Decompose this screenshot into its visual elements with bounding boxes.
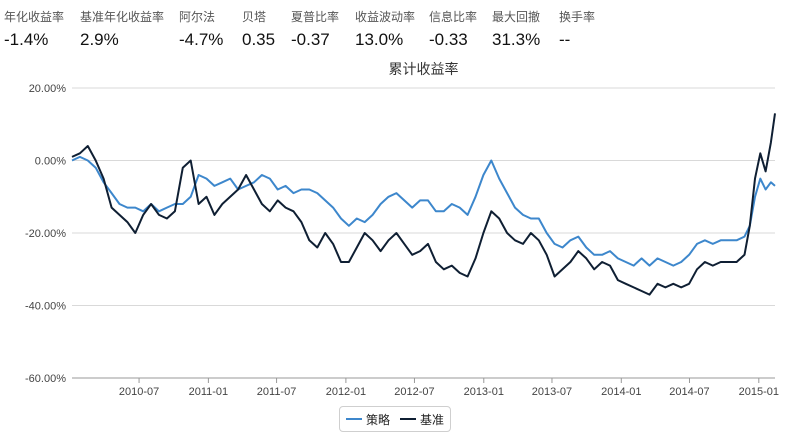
stat-label: 年化收益率 [4,10,65,24]
stat-label: 阿尔法 [179,10,216,24]
x-tick-label: 2013-01 [464,386,504,398]
stat-benchmark-annual-return: 基准年化收益率 2.9% [80,8,164,50]
x-tick-label: 2014-01 [601,386,641,398]
stat-value: 0.35 [242,30,276,49]
legend-swatch-strategy [345,418,362,420]
stat-annual-return: 年化收益率 -1.4% [4,8,64,50]
stat-label: 最大回撤 [492,10,541,24]
x-tick-label: 2013-07 [532,386,572,398]
x-tick-label: 2011-01 [189,386,229,398]
x-tick-label: 2012-07 [394,386,434,398]
y-tick-label: -60.00% [25,373,66,385]
stat-max-drawdown: 最大回撤 31.3% [492,8,540,50]
y-tick-label: -40.00% [25,301,66,313]
stat-label: 换手率 [559,10,596,24]
legend-label-strategy: 策略 [365,412,390,427]
stat-value: 13.0% [355,30,404,49]
legend-label-benchmark: 基准 [420,412,445,427]
legend-item-benchmark[interactable]: 基准 [400,411,444,428]
stat-alpha: 阿尔法 -4.7% [179,8,223,50]
series-line-strategy [71,155,776,267]
x-tick-label: 2011-07 [257,386,297,398]
stat-value: -0.33 [429,30,468,49]
stat-value: -4.7% [179,30,224,49]
stat-label: 信息比率 [429,10,478,24]
stat-value: 31.3% [492,30,541,49]
x-tick-label: 2015-01 [739,386,779,398]
x-tick-label: 2012-01 [326,386,366,398]
y-tick-label: 20.00% [29,83,67,95]
chart-legend: 策略 基准 [339,406,451,432]
stat-label: 收益波动率 [355,10,416,24]
stat-value: 2.9% [80,30,119,49]
legend-item-strategy[interactable]: 策略 [345,411,390,428]
y-tick-label: -20.00% [25,228,66,240]
stat-volatility: 收益波动率 13.0% [355,8,415,50]
series-line-benchmark [71,113,776,296]
stat-beta: 贝塔 0.35 [242,8,275,50]
cumulative-return-chart: 累计收益率 20.00% 0.00% -20.00% -40.00% -60.00% 201… [25,61,779,398]
stat-information-ratio: 信息比率 -0.33 [429,8,477,50]
stat-sharpe: 夏普比率 -0.37 [291,8,339,50]
chart-title: 累计收益率 [389,61,459,77]
stat-label: 基准年化收益率 [80,10,165,24]
stat-turnover: 换手率 -- [559,8,595,50]
legend-swatch-benchmark [400,418,416,420]
x-tick-label: 2014-07 [669,386,709,398]
x-tick-label: 2010-07 [119,386,159,398]
stat-value: -1.4% [4,30,49,49]
stat-value: -0.37 [291,30,330,49]
stat-value: -- [559,30,571,49]
stat-label: 夏普比率 [291,10,340,24]
stat-label: 贝塔 [242,10,267,24]
y-tick-label: 0.00% [35,156,66,168]
